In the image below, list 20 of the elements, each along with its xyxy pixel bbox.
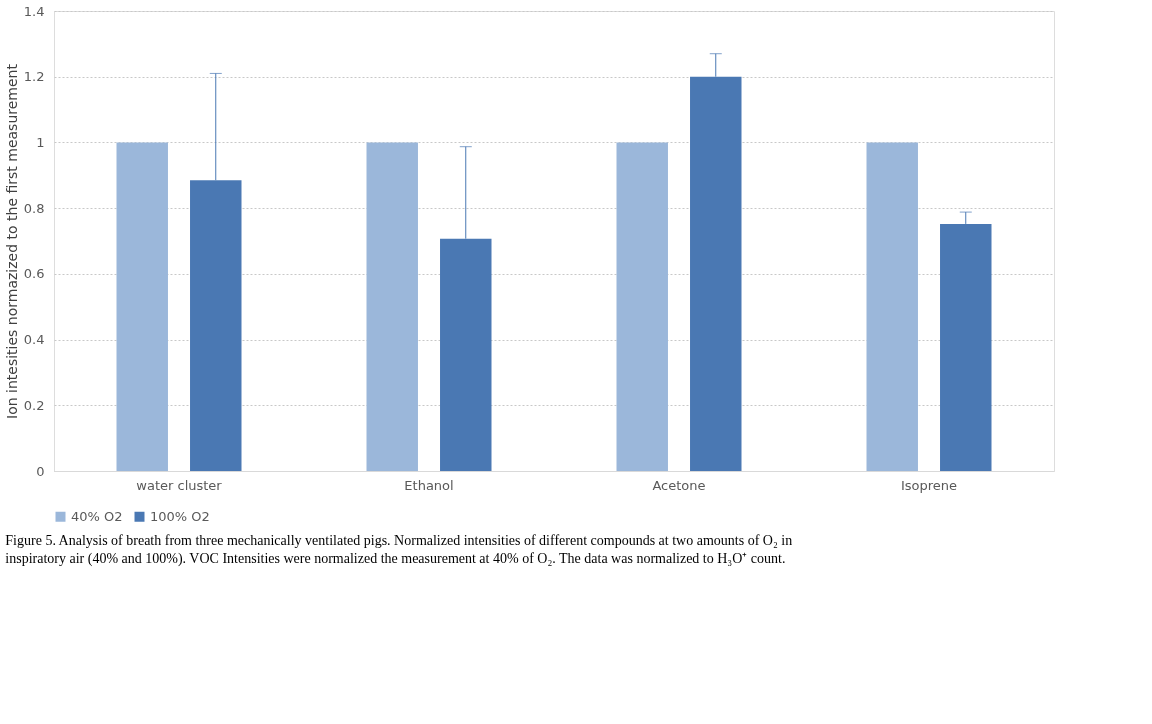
y-tick-label: 0.8 (23, 200, 45, 216)
bar (116, 142, 168, 471)
x-tick-label: Isoprene (900, 477, 958, 493)
y-tick-label: 0.4 (23, 332, 45, 348)
x-tick-label: water cluster (136, 477, 223, 493)
y-tick-label: 0.6 (23, 266, 45, 282)
legend-label: 100% O2 (150, 508, 210, 524)
x-tick-label: Ethanol (404, 477, 454, 493)
bar (366, 142, 418, 471)
legend-label: 40% O2 (71, 508, 123, 524)
bar (616, 142, 668, 471)
y-tick-label: 1.4 (23, 3, 45, 19)
y-tick-label: 0 (36, 463, 45, 479)
x-tick-label: Acetone (652, 477, 706, 493)
y-tick-label: 0.2 (23, 397, 45, 413)
y-axis-title: Ion intesities normazized to the first measurement (3, 63, 20, 419)
bar (866, 142, 918, 471)
caption: Figure 5. Analysis of breath from three mechanically ventilated pigs. Normalized intensities of different compounds at two amounts of O₂ in inspiratory air (40% and 100%). VOC Intensities were normalized the measurement at 40% of O₂. The data was normalized to H₃O⁺ count. (5, 533, 793, 567)
y-tick-label: 1.2 (23, 69, 45, 85)
y-tick-label: 1 (36, 134, 45, 150)
